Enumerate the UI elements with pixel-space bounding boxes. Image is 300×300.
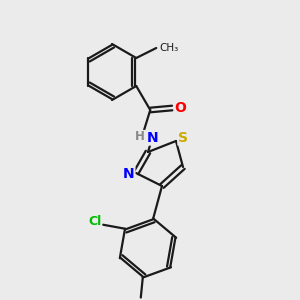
Text: O: O <box>174 101 186 115</box>
Text: Cl: Cl <box>88 215 102 228</box>
Text: N: N <box>123 167 135 181</box>
Text: CH₃: CH₃ <box>159 43 178 53</box>
Text: N: N <box>146 131 158 145</box>
Text: H: H <box>135 130 145 143</box>
Text: S: S <box>178 131 188 145</box>
